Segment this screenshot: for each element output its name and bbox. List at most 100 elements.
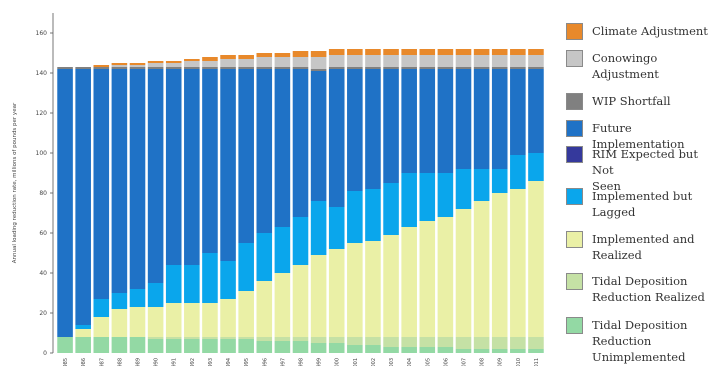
bar-segment xyxy=(93,67,110,69)
bar-segment xyxy=(437,49,454,55)
stacked-bar-chart: 0 20 40 60 80 100 120 140 160 985 986 987 988 989 990… xyxy=(12,13,544,366)
bar-segment xyxy=(93,65,110,67)
bar-segment xyxy=(93,299,110,317)
bar-segment xyxy=(455,337,472,349)
bar-segment xyxy=(328,249,345,337)
bar-segment xyxy=(274,67,291,69)
x-tick-label: 988 xyxy=(117,358,123,366)
bar-segment xyxy=(75,67,91,69)
bar-segment xyxy=(473,201,490,337)
bar-segment xyxy=(220,337,236,339)
bar-segment xyxy=(491,193,508,337)
bar-segment xyxy=(419,347,436,353)
legend-swatch xyxy=(566,23,583,40)
bar-segment xyxy=(419,221,436,337)
x-tick-label: 991 xyxy=(172,358,178,366)
bar-segment xyxy=(328,69,345,207)
legend-label-line: Conowingo xyxy=(592,51,658,65)
legend-label-line: Implemented but xyxy=(592,189,693,203)
bar-segment xyxy=(274,53,291,57)
legend-label-line: Adjustment xyxy=(592,67,659,81)
bar-segment xyxy=(256,67,273,69)
y-tick-label: 40 xyxy=(39,270,47,277)
bar-segment xyxy=(147,337,164,339)
bar-segment xyxy=(129,63,146,65)
bar-segment xyxy=(419,67,436,69)
bar-segment xyxy=(310,51,327,57)
bar-segment xyxy=(473,55,490,67)
bar-segment xyxy=(129,289,146,307)
legend-item: Tidal Deposition Reduction Unimplemented xyxy=(566,317,711,365)
x-tick-label: 996 xyxy=(262,358,268,366)
bar-segment xyxy=(401,67,417,69)
legend-item: Climate Adjustment xyxy=(566,23,711,40)
x-tick-label: 006 xyxy=(443,358,449,366)
bar-segment xyxy=(202,67,218,69)
bar-segment xyxy=(111,63,128,65)
bar-segment xyxy=(238,55,254,59)
bar-segment xyxy=(328,207,345,249)
bar-segment xyxy=(274,69,291,227)
bar-segment xyxy=(220,339,236,353)
legend-label-line: Tidal Deposition xyxy=(592,318,688,332)
legend-swatch xyxy=(566,231,583,248)
bar-segment xyxy=(528,49,544,55)
bar-segment xyxy=(455,49,472,55)
bar-segment xyxy=(75,325,91,329)
legend-label: RIM Expected but Not Seen xyxy=(592,146,711,194)
bar-segment xyxy=(455,55,472,67)
bar-segment xyxy=(455,67,472,69)
legend-item: RIM Expected but Not Seen xyxy=(566,146,711,194)
legend-label-line: Future Implementation xyxy=(592,121,685,151)
y-tick-label: 0 xyxy=(43,350,47,357)
bar-segment xyxy=(455,69,472,169)
bar-segment xyxy=(165,339,182,353)
bar-segment xyxy=(184,69,200,265)
legend-swatch xyxy=(566,188,583,205)
bar-segment xyxy=(274,273,291,337)
bar-segment xyxy=(437,55,454,67)
bar-segment xyxy=(528,337,544,349)
bar-segment xyxy=(455,349,472,353)
legend-label: Climate Adjustment xyxy=(592,23,708,39)
bar-segment xyxy=(437,347,454,353)
x-tick-label: 008 xyxy=(480,358,486,366)
x-tick-label: 986 xyxy=(81,358,87,366)
bar-segment xyxy=(292,67,309,69)
bar-segment xyxy=(75,337,91,353)
x-tick-label: 985 xyxy=(63,358,69,366)
bar-segment xyxy=(238,337,254,339)
legend-label-line: Reduction Realized xyxy=(592,290,705,304)
bar-segment xyxy=(202,339,218,353)
bar-segment xyxy=(238,243,254,291)
bar-segment xyxy=(274,337,291,341)
bar-segment xyxy=(256,337,273,341)
x-tick-label: 987 xyxy=(99,358,105,366)
x-tick-label: 011 xyxy=(534,358,540,366)
bar-segment xyxy=(383,69,399,183)
x-tick-label: 010 xyxy=(516,358,522,366)
bar-segment xyxy=(455,169,472,209)
x-tick-label: 004 xyxy=(407,358,413,366)
bar-segment xyxy=(473,49,490,55)
bar-segment xyxy=(419,337,436,347)
bar-segment xyxy=(184,265,200,303)
bar-segment xyxy=(220,299,236,337)
bar-segment xyxy=(328,343,345,353)
bar-segment xyxy=(437,173,454,217)
bar-segment xyxy=(202,57,218,61)
bar-segment xyxy=(510,189,526,337)
bar-segment xyxy=(419,49,436,55)
bar-segment xyxy=(310,337,327,343)
legend-item: Tidal Deposition Reduction Realized xyxy=(566,273,711,305)
bar-segment xyxy=(401,227,417,337)
legend-label-line: Implemented and xyxy=(592,232,695,246)
bar-segment xyxy=(57,69,73,337)
legend-item: Implemented but Lagged xyxy=(566,188,711,220)
bar-segment xyxy=(292,69,309,217)
legend-label-line: Climate Adjustment xyxy=(592,24,708,38)
legend-swatch xyxy=(566,146,583,163)
legend-label-line: Lagged xyxy=(592,205,636,219)
legend-swatch xyxy=(566,50,583,67)
bar-segment xyxy=(165,303,182,337)
